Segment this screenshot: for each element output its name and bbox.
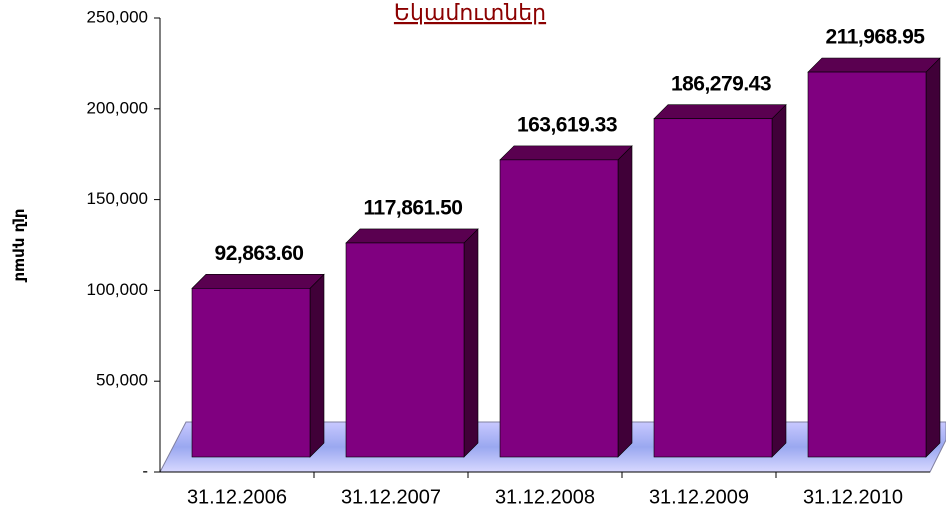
bar (807, 71, 927, 458)
x-tick-label: 31.12.2008 (495, 486, 595, 508)
y-tick-label: 150,000 (87, 189, 148, 208)
y-tick-label: 50,000 (96, 371, 148, 390)
bar-top (191, 274, 325, 289)
x-tick-label: 31.12.2009 (649, 486, 749, 508)
y-tick-label: 200,000 (87, 98, 148, 117)
bar (345, 242, 465, 458)
value-label: 211,968.95 (826, 26, 926, 49)
x-tick-label: 31.12.2010 (803, 486, 903, 508)
bar-top (807, 57, 941, 73)
value-label: 163,619.33 (517, 113, 617, 136)
y-axis-label: մլն դրամ (12, 208, 30, 282)
y-tick-label: 250,000 (87, 7, 148, 26)
bar-side (925, 57, 941, 458)
bar-side (771, 103, 787, 458)
value-label: 92,863.60 (215, 242, 304, 265)
bar-side (617, 145, 633, 458)
bar-side (309, 273, 325, 458)
chart-title: Եկամուտներ (394, 1, 546, 26)
bar-top (345, 228, 479, 244)
bar-side (463, 228, 479, 458)
bar-top (499, 145, 633, 161)
bar (191, 288, 311, 458)
x-tick-label: 31.12.2007 (341, 486, 441, 508)
x-tick-label: 31.12.2006 (187, 486, 287, 508)
bar (499, 159, 619, 458)
bar-top (653, 104, 787, 120)
y-tick-label: - (142, 461, 148, 480)
value-label: 117,861.50 (364, 197, 463, 220)
value-label: 186,279.43 (671, 72, 771, 95)
bar (653, 118, 773, 458)
y-tick-label: 100,000 (87, 280, 148, 299)
